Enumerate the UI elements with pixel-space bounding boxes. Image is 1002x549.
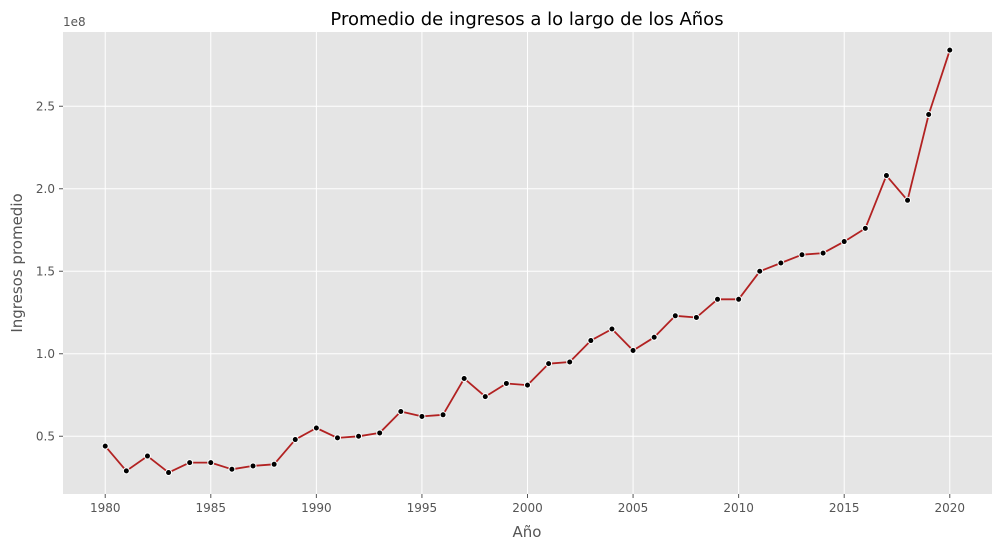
data-point: [629, 346, 637, 354]
data-point: [397, 408, 405, 415]
data-point: [819, 249, 827, 257]
data-point: [840, 238, 848, 246]
y-tick-label: 1.0: [36, 347, 55, 361]
data-point: [291, 436, 299, 444]
data-point: [333, 434, 341, 442]
data-point: [228, 465, 236, 473]
data-point: [207, 459, 215, 467]
y-tick-label: 2.0: [36, 182, 55, 196]
data-point: [312, 424, 320, 432]
y-tick-label: 2.5: [36, 99, 55, 113]
data-point: [566, 358, 574, 366]
chart-title: Promedio de ingresos a lo largo de los A…: [330, 9, 723, 30]
data-point: [545, 360, 553, 368]
data-point: [249, 462, 257, 470]
data-point: [608, 325, 616, 333]
x-tick-label: 2005: [618, 501, 649, 515]
x-tick-label: 1985: [196, 501, 227, 515]
y-axis-label: Ingresos promedio: [8, 193, 26, 332]
data-point: [861, 224, 869, 232]
data-point: [756, 267, 764, 275]
data-point: [587, 337, 595, 345]
data-point: [798, 251, 806, 259]
data-point: [143, 452, 151, 460]
y-tick-label: 1.5: [36, 264, 55, 278]
x-tick-label: 1995: [407, 501, 438, 515]
data-point: [270, 460, 278, 468]
x-tick-label: 2000: [512, 501, 543, 515]
x-axis-ticks: 1980 1985 1990 1995 2000 2005 2010 2015 2020: [90, 494, 965, 515]
data-point: [186, 459, 194, 467]
data-point: [418, 412, 426, 420]
data-point: [904, 196, 912, 204]
x-tick-label: 1990: [301, 501, 332, 515]
x-tick-label: 1980: [90, 501, 121, 515]
data-point: [165, 469, 173, 477]
x-tick-label: 2010: [723, 501, 754, 515]
y-tick-label: 0.5: [36, 429, 55, 443]
data-point: [671, 312, 679, 320]
data-point: [925, 111, 933, 118]
data-point: [376, 429, 384, 437]
data-point: [355, 432, 363, 440]
y-axis-ticks: 0.5 1.0 1.5 2.0 2.5: [36, 99, 63, 443]
data-point: [439, 411, 447, 419]
data-point: [692, 313, 700, 321]
data-point: [101, 442, 109, 450]
data-point: [735, 295, 743, 303]
data-point: [524, 381, 531, 389]
y-offset-label: 1e8: [63, 15, 86, 29]
data-point: [946, 46, 954, 54]
data-point: [502, 379, 510, 387]
data-point: [714, 295, 722, 303]
grid-lines: [63, 32, 992, 494]
data-point: [777, 259, 785, 267]
data-point: [650, 333, 658, 341]
x-tick-label: 2015: [829, 501, 860, 515]
data-point: [122, 467, 130, 475]
x-axis-label: Año: [513, 523, 542, 541]
x-tick-label: 2020: [934, 501, 965, 515]
data-point: [481, 393, 489, 401]
data-markers: [101, 46, 954, 477]
data-point: [460, 375, 468, 382]
data-point: [882, 172, 890, 180]
